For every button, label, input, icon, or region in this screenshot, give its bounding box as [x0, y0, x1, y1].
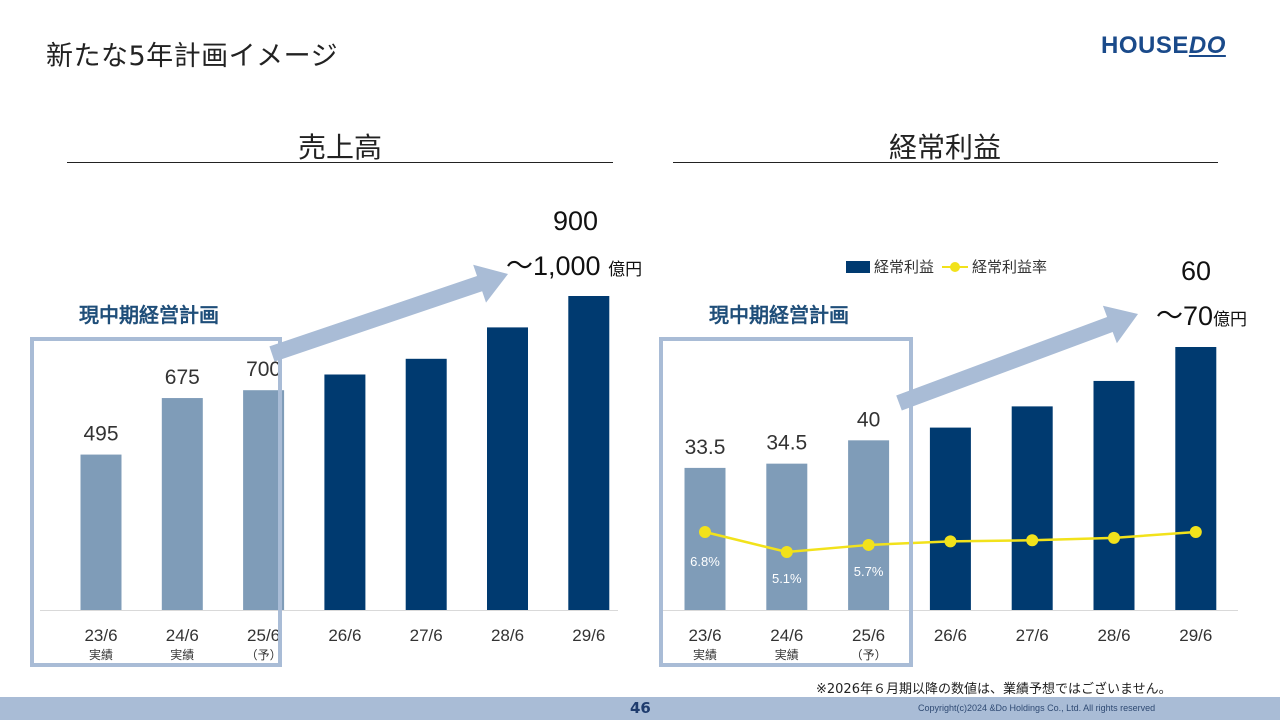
profit-bar [1175, 347, 1217, 610]
page-number: 46 [630, 699, 651, 717]
sales-tick-label: 29/6 [572, 626, 605, 645]
sales-tick-sublabel: （予） [246, 648, 282, 662]
legend-line-label: 経常利益率 [972, 258, 1048, 276]
ratio-point [862, 538, 875, 551]
profit-tick-label: 25/6 [852, 626, 885, 645]
sales-bar [324, 374, 366, 610]
ratio-data-label: 5.1% [772, 571, 802, 586]
legend-bar-label: 経常利益 [874, 258, 935, 276]
sales-data-label: 495 [83, 423, 118, 446]
profit-data-label: 40 [857, 408, 880, 431]
profit-tick-sublabel: 実績 [775, 647, 799, 662]
ratio-point [1026, 534, 1039, 547]
legend-bar-swatch [846, 260, 870, 273]
logo-house-text: HOUSE [1101, 32, 1189, 59]
profit-bar [1093, 380, 1135, 610]
sales-bar [161, 398, 203, 610]
sales-growth-arrow [269, 264, 508, 362]
profit-tick-label: 24/6 [770, 626, 803, 645]
company-logo: HOUSEDO [1101, 32, 1226, 60]
profit-tick-label: 23/6 [688, 626, 721, 645]
sales-tick-label: 24/6 [166, 626, 199, 645]
profit-tick-sublabel: 実績 [693, 647, 717, 662]
sales-plan-label: 現中期経営計画 [79, 303, 219, 327]
ratio-data-label: 5.7% [854, 564, 884, 579]
sales-plan-box [30, 337, 282, 667]
sales-bar [487, 327, 528, 610]
profit-data-label: 34.5 [766, 432, 807, 455]
sales-section-title: 売上高 [297, 131, 382, 164]
sales-target-bottom: ～1,000 [506, 251, 601, 281]
ratio-point [699, 526, 711, 538]
sales-tick-label: 26/6 [328, 626, 361, 645]
sales-target-top: 900 [553, 206, 599, 236]
profit-tick-label: 29/6 [1179, 626, 1212, 645]
profit-plan-label: 現中期経営計画 [709, 303, 849, 327]
sales-bar [568, 296, 610, 610]
profit-target-range: ～70億円 [1156, 294, 1247, 333]
profit-bar [684, 467, 726, 610]
sales-arrow-shape [269, 264, 508, 362]
chart-legend: 経常利益 経常利益率 [846, 256, 1047, 277]
sales-bar [80, 454, 122, 610]
sales-bar [405, 358, 447, 610]
profit-bar [1011, 406, 1053, 610]
sales-data-label: 700 [246, 358, 281, 381]
profit-arrow-shape [896, 305, 1138, 411]
profit-tick-sublabel: （予） [851, 648, 887, 662]
sales-bar [243, 390, 285, 610]
charts-canvas: 495 23/6 実績 675 24/6 実績 700 25/6 （予） 26/6 27/6 28/6… [30, 264, 1238, 667]
profit-section-title: 経常利益 [888, 131, 1001, 164]
profit-tick-label: 26/6 [934, 626, 967, 645]
footer-bar [0, 697, 1280, 720]
page-title: 新たな5年計画イメージ [46, 41, 339, 72]
profit-bar [929, 427, 971, 610]
profit-tick-label: 28/6 [1097, 626, 1130, 645]
ratio-point [944, 535, 957, 548]
sales-target-range: ～1,000 億円 [506, 244, 642, 283]
sales-tick-sublabel: 実績 [170, 647, 194, 662]
profit-title-rule [673, 162, 1218, 163]
ratio-point [1108, 531, 1120, 544]
sales-unit: 億円 [608, 260, 643, 280]
profit-target-bottom: ～70 [1156, 301, 1214, 331]
profit-bar [848, 440, 890, 610]
profit-data-label: 33.5 [685, 436, 726, 459]
profit-target-top: 60 [1181, 256, 1212, 286]
profit-plan-box [659, 337, 913, 667]
sales-tick-sublabel: 実績 [89, 647, 113, 662]
profit-bar [766, 463, 808, 610]
sales-tick-label: 25/6 [247, 626, 280, 645]
sales-tick-label: 27/6 [410, 626, 443, 645]
disclaimer-note: ※2026年６月期以降の数値は、業績予想ではございません。 [816, 682, 1172, 697]
copyright-text: Copyright(c)2024 &Do Holdings Co., Ltd. … [918, 703, 1156, 713]
logo-do-text: DO [1188, 32, 1226, 59]
ratio-point [780, 546, 793, 558]
ratio-point [1189, 526, 1202, 538]
sales-title-rule [67, 162, 613, 163]
ratio-data-label: 6.8% [690, 554, 720, 569]
profit-unit: 億円 [1213, 310, 1248, 330]
sales-tick-label: 23/6 [84, 626, 117, 645]
profit-tick-label: 27/6 [1016, 626, 1049, 645]
legend-line-swatch [942, 261, 969, 273]
sales-data-label: 675 [165, 366, 200, 389]
sales-tick-label: 28/6 [491, 626, 524, 645]
profit-growth-arrow [896, 305, 1138, 411]
